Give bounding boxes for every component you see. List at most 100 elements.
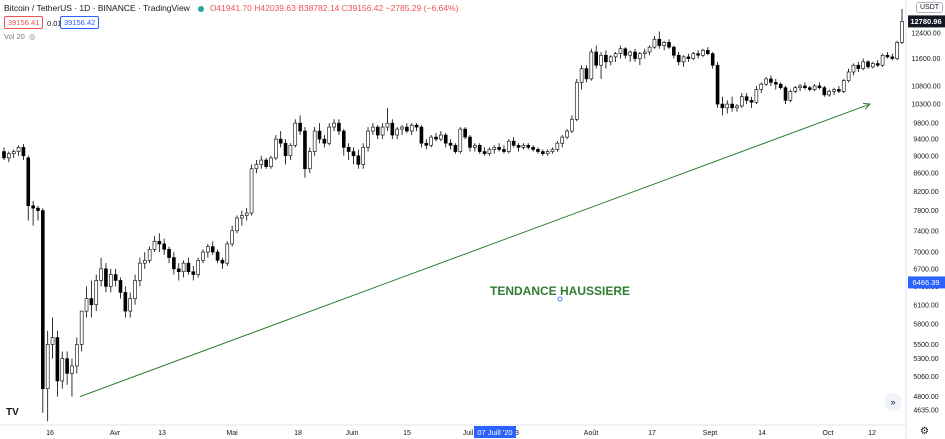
candle-body <box>662 42 666 46</box>
candle-body <box>361 147 366 165</box>
candle-body <box>443 134 448 144</box>
price-tick-label: 5500.00 <box>913 342 938 349</box>
candle-body <box>773 82 778 85</box>
time-tick-label: Sept <box>703 430 717 437</box>
candle-body <box>89 298 94 306</box>
candle-body <box>453 144 458 152</box>
candle-body <box>118 280 123 293</box>
candle-body <box>604 54 608 63</box>
price-tick-label: 4800.00 <box>913 394 938 401</box>
candle-body <box>691 53 696 59</box>
candle-body <box>531 147 535 150</box>
candle-body <box>594 51 598 66</box>
sell-price-box[interactable]: 39156.41 <box>4 16 44 29</box>
candle-body <box>390 122 395 136</box>
settings-gear-icon[interactable]: ⚙ <box>920 426 929 437</box>
candle-body <box>570 118 574 132</box>
volume-label: Vol 20 <box>4 32 25 41</box>
annotation-anchor-handle[interactable] <box>557 296 563 302</box>
symbol-header: Bitcoin / TetherUS · 1D · BINANCE · Trad… <box>4 3 458 13</box>
candle-body <box>16 147 21 152</box>
market-status-icon <box>197 5 204 12</box>
candle-body <box>730 103 734 109</box>
candle-body <box>579 68 584 83</box>
candle-body <box>846 71 851 81</box>
time-axis[interactable]: 16Avr13Mai18Juin15Juil13Août17Sept14Oct1… <box>46 430 876 437</box>
candle-body <box>565 130 569 138</box>
candle-body <box>560 136 565 144</box>
currency-selector[interactable]: USDT <box>916 2 944 13</box>
price-tick-label: 9000.00 <box>913 153 938 160</box>
candle-body <box>880 54 885 66</box>
price-axis[interactable]: 12400.00 11600.00 10800.00 10300.00 9800.00 9… <box>911 31 940 415</box>
candle-body <box>380 126 385 136</box>
candle-body <box>589 51 594 80</box>
candle-body <box>803 85 807 89</box>
candle-body <box>536 149 540 152</box>
eye-icon[interactable]: ◎ <box>28 32 36 41</box>
candle-body <box>366 130 370 148</box>
candle-body <box>574 82 579 120</box>
candle-body <box>152 240 157 250</box>
volume-indicator[interactable]: Vol 20 ◎ <box>4 32 35 41</box>
time-tick-label: Juin <box>346 430 359 437</box>
candle-body <box>215 251 220 261</box>
candle-body <box>264 159 268 167</box>
price-tick-label: 11600.00 <box>912 56 941 63</box>
time-tick-label: 12 <box>868 430 876 437</box>
time-tick-label: Oct <box>823 430 834 437</box>
time-tick-label: 14 <box>758 430 766 437</box>
candle-body <box>613 53 618 58</box>
trend-annotation[interactable]: TENDANCE HAUSSIERE <box>490 284 630 298</box>
candle-body <box>99 268 103 281</box>
candle-body <box>725 103 730 109</box>
candle-body <box>322 138 327 144</box>
candle-body <box>701 50 705 56</box>
candle-body <box>385 122 390 128</box>
price-tick-label: 10300.00 <box>911 102 940 109</box>
candle-body <box>409 124 414 132</box>
candle-body <box>740 96 744 107</box>
candle-body <box>274 138 278 159</box>
go-to-realtime-icon[interactable]: » <box>884 393 902 411</box>
candle-body <box>65 358 69 374</box>
time-tick-label: 17 <box>648 430 656 437</box>
candle-body <box>191 271 196 275</box>
candle-body <box>555 142 560 150</box>
price-tick-label: 7000.00 <box>913 250 938 257</box>
candle-body <box>783 87 788 101</box>
trend-line[interactable] <box>79 103 871 398</box>
candle-body <box>356 155 361 165</box>
candle-body <box>201 251 205 261</box>
candle-body <box>822 87 827 96</box>
candle-body <box>312 130 317 152</box>
candle-body <box>298 122 302 132</box>
time-tick-label: 16 <box>46 430 54 437</box>
time-tick-label: Mai <box>226 430 238 437</box>
candle-body <box>851 64 856 73</box>
date-marker-value: 07 Juill '20 <box>477 428 512 437</box>
candle-body <box>735 105 739 109</box>
buy-price-box[interactable]: 39156.42 <box>60 16 100 29</box>
candle-body <box>317 130 322 140</box>
candle-body <box>482 151 487 154</box>
tradingview-logo-icon[interactable]: TV <box>6 407 19 418</box>
candle-body <box>458 128 463 152</box>
candle-body <box>341 130 346 148</box>
price-tick-label: 5060.00 <box>913 374 938 381</box>
candle-body <box>55 337 60 382</box>
candle-body <box>764 78 768 85</box>
candle-body <box>798 85 802 89</box>
marker-price-label: 6466.39 <box>908 276 945 289</box>
symbol-title[interactable]: Bitcoin / TetherUS · 1D · BINANCE · Trad… <box>4 3 190 13</box>
price-tick-label: 7800.00 <box>913 208 938 215</box>
candle-body <box>259 159 264 165</box>
candle-body <box>21 147 26 157</box>
candle-body <box>875 63 880 66</box>
candle-body <box>861 61 865 69</box>
candle-body <box>240 215 244 219</box>
date-marker-label: 07 Juill '20 <box>474 426 516 438</box>
candle-body <box>269 157 273 167</box>
candle-body <box>715 64 720 105</box>
